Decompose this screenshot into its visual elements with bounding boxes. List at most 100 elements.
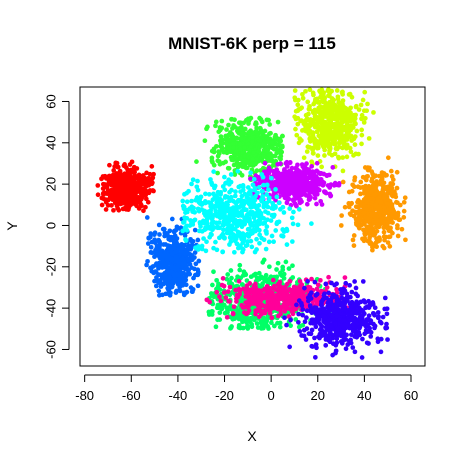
scatter-point [375, 336, 381, 342]
scatter-point [265, 217, 270, 223]
scatter-point [209, 232, 214, 238]
scatter-point [272, 298, 278, 304]
scatter-point [112, 189, 118, 195]
scatter-point [228, 239, 234, 244]
scatter-point [238, 147, 243, 152]
scatter-point [268, 130, 273, 136]
scatter-point [316, 187, 321, 193]
scatter-point [262, 310, 268, 316]
scatter-point [217, 317, 223, 322]
scatter-point [234, 299, 239, 304]
scatter-point [310, 344, 315, 349]
scatter-point [340, 179, 346, 185]
scatter-point [189, 205, 194, 211]
scatter-point [359, 141, 364, 147]
scatter-point [160, 258, 166, 263]
scatter-point [322, 153, 327, 158]
scatter-point [217, 208, 223, 214]
scatter-point [196, 244, 201, 249]
scatter-point [224, 207, 230, 213]
scatter-point [224, 314, 230, 320]
scatter-point [231, 304, 237, 310]
scatter-point [295, 222, 301, 228]
scatter-point [271, 162, 276, 167]
scatter-point [267, 167, 273, 173]
scatter-point [195, 267, 201, 273]
scatter-point [299, 173, 305, 179]
scatter-point [295, 192, 301, 198]
scatter-point [330, 352, 335, 358]
scatter-point [266, 301, 272, 307]
scatter-point [203, 248, 209, 254]
scatter-point [281, 184, 287, 189]
scatter-point [353, 204, 359, 210]
scatter-point [294, 287, 300, 293]
scatter-point [351, 243, 357, 248]
scatter-point [199, 246, 205, 252]
scatter-point [264, 291, 269, 296]
scatter-point [220, 276, 226, 281]
scatter-point [307, 103, 312, 109]
scatter-point [216, 281, 221, 287]
scatter-point [240, 286, 246, 292]
scatter-point [209, 155, 215, 161]
scatter-point [248, 188, 254, 193]
scatter-point [253, 161, 258, 167]
scatter-point [305, 99, 311, 105]
scatter-point [324, 285, 330, 290]
scatter-point [111, 207, 116, 213]
scatter-point [300, 91, 305, 97]
scatter-point [384, 311, 390, 317]
scatter-point [293, 116, 299, 122]
scatter-point [374, 228, 380, 234]
scatter-point [256, 185, 262, 190]
scatter-point [174, 224, 180, 230]
scatter-point [366, 341, 371, 346]
scatter-point [104, 191, 110, 197]
scatter-point [183, 290, 189, 296]
scatter-point [269, 140, 275, 145]
scatter-point [298, 118, 303, 124]
scatter-point [288, 323, 293, 329]
scatter-point [373, 173, 379, 179]
scatter-point [246, 130, 251, 135]
scatter-point [361, 202, 366, 208]
scatter-point [253, 271, 258, 277]
scatter-point [382, 295, 388, 301]
scatter-point [212, 185, 217, 191]
scatter-point [228, 179, 234, 185]
scatter-point [220, 145, 225, 151]
scatter-point [308, 331, 314, 337]
scatter-point [253, 173, 259, 179]
scatter-point [229, 134, 235, 140]
scatter-point [377, 204, 382, 209]
scatter-point [248, 170, 254, 176]
scatter-point [217, 310, 223, 316]
scatter-point [204, 221, 210, 226]
scatter-point [150, 180, 155, 186]
scatter-point [332, 121, 338, 127]
scatter-point [195, 178, 200, 184]
scatter-point [290, 221, 296, 227]
scatter-point [312, 116, 318, 121]
scatter-point [300, 188, 306, 194]
scatter-point [362, 210, 367, 216]
scatter-point [377, 236, 382, 242]
scatter-point [278, 153, 284, 159]
scatter-point [378, 349, 384, 355]
scatter-point [359, 132, 365, 138]
scatter-point [210, 213, 215, 218]
scatter-point [387, 202, 392, 207]
scatter-point [274, 194, 280, 200]
scatter-point [184, 207, 190, 213]
scatter-point [273, 179, 278, 185]
scatter-point [279, 149, 285, 155]
scatter-point [183, 277, 189, 283]
scatter-point [362, 299, 368, 305]
scatter-point [237, 262, 243, 268]
scatter-point [301, 155, 307, 161]
scatter-point [376, 210, 382, 216]
scatter-point [232, 249, 237, 255]
scatter-point [377, 319, 383, 325]
scatter-point [149, 164, 155, 169]
